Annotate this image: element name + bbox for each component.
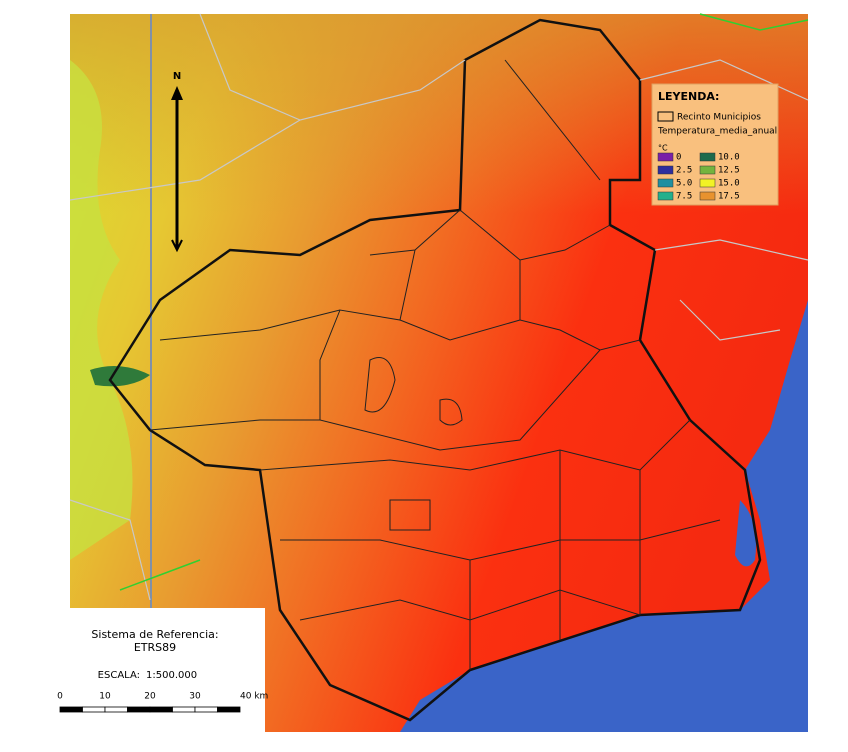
- north-arrow-tail: [171, 239, 183, 253]
- scale-label: ESCALA:: [98, 670, 140, 681]
- legend-entry: 2.5: [676, 166, 692, 176]
- legend-swatch: [657, 178, 674, 188]
- north-label: N: [173, 71, 181, 82]
- legend-entry: 0: [676, 153, 681, 163]
- scale-tick-label: 40 km: [240, 692, 268, 702]
- legend: LEYENDA: Recinto Municipios Temperatura_…: [651, 83, 779, 206]
- scale-segment: [82, 706, 106, 713]
- legend-swatch: [699, 178, 716, 188]
- legend-swatch: [657, 152, 674, 162]
- reference: Sistema de Referencia: ETRS89 ESCALA: 1:…: [91, 628, 218, 681]
- legend-swatch: [657, 111, 674, 122]
- scale-segment: [59, 706, 83, 713]
- highland: [70, 60, 133, 560]
- scale-segment: [104, 706, 128, 713]
- north-arrow: N: [171, 71, 183, 253]
- legend-entry: 15.0: [718, 179, 740, 189]
- scale-segment: [194, 706, 218, 713]
- legend-raster: Temperatura_media_anual: [657, 127, 777, 137]
- blank-area: [70, 608, 265, 748]
- legend-entry: 10.0: [718, 153, 740, 163]
- reference-title: Sistema de Referencia:: [91, 628, 218, 641]
- legend-swatch: [699, 152, 716, 162]
- legend-swatch: [657, 165, 674, 175]
- mar-menor: [735, 500, 756, 567]
- legend-swatch: [657, 191, 674, 201]
- legend-swatch: [699, 191, 716, 201]
- scale-tick-label: 30: [189, 692, 201, 702]
- scale-tick-label: 10: [99, 692, 111, 702]
- scale-segment: [217, 706, 241, 713]
- highland-dark: [90, 366, 150, 387]
- province-border: [699, 13, 809, 31]
- scale-ratio: 1:500.000: [146, 670, 197, 681]
- region-border: [108, 18, 762, 722]
- reference-system: ETRS89: [134, 641, 176, 654]
- legend-swatch: [699, 165, 716, 175]
- province-border: [119, 559, 201, 591]
- north-arrow-head: [171, 86, 183, 100]
- legend-entry: 17.5: [718, 192, 740, 202]
- legend-unit: °C: [658, 144, 668, 153]
- municipality-borders: [149, 59, 721, 670]
- neighbor-borders: [69, 13, 809, 601]
- legend-entry: 5.0: [676, 179, 692, 189]
- scale-segment: [149, 706, 173, 713]
- scale-segment: [127, 706, 151, 713]
- scale-tick-label: 0: [57, 692, 63, 702]
- legend-layer: Recinto Municipios: [677, 113, 761, 123]
- scale-tick-label: 20: [144, 692, 156, 702]
- sea: [400, 300, 808, 732]
- legend-entry: 7.5: [676, 192, 692, 202]
- legend-entry: 12.5: [718, 166, 740, 176]
- scale-bar: 0 10 20 30 40 km: [57, 692, 268, 713]
- scale-segment: [172, 706, 196, 713]
- legend-title: LEYENDA:: [658, 90, 719, 103]
